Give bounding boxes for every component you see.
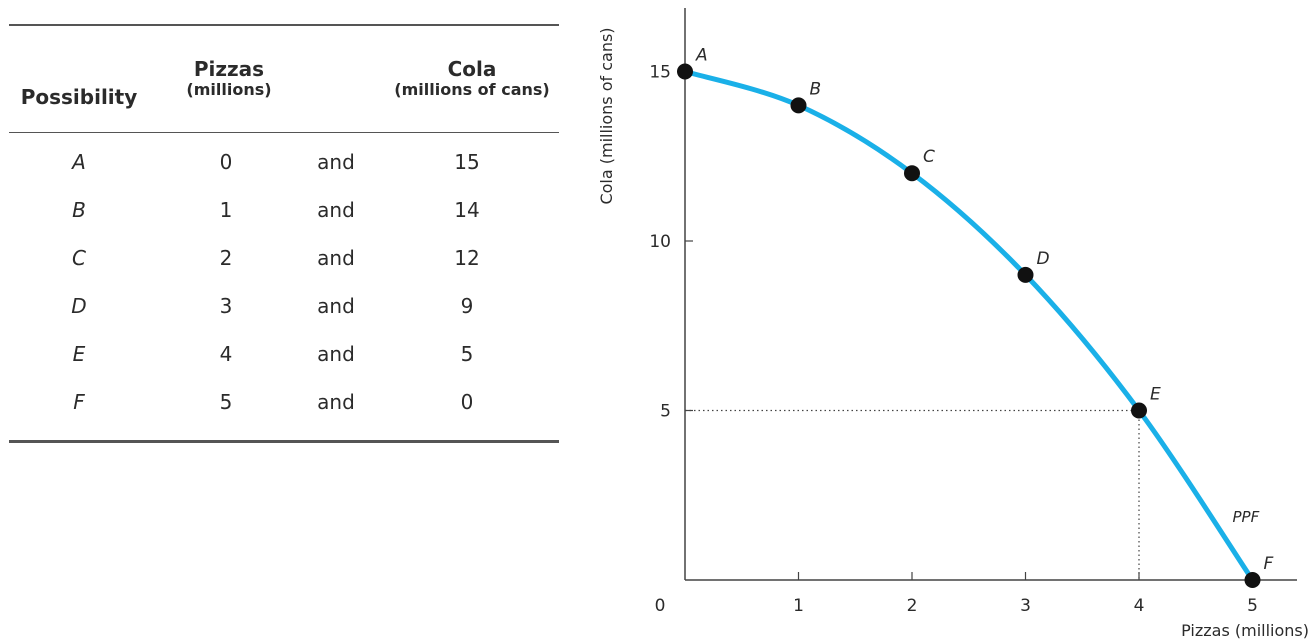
possibilities-table: Possibility Pizzas (millions) Cola (mill…: [9, 0, 559, 460]
row-possibility: F: [73, 390, 85, 414]
row-cola: 5: [460, 342, 474, 366]
ppf-point-a: [677, 63, 693, 80]
ppf-point-e: [1131, 402, 1147, 419]
row-and: and: [317, 342, 355, 366]
ppf-point-b: [790, 97, 807, 114]
ppf-point-label-d: D: [1037, 249, 1050, 269]
header-pizzas-unit: (millions): [186, 80, 272, 99]
table-top-rule: [9, 24, 559, 26]
row-and: and: [317, 294, 355, 318]
y-tick-label: 10: [649, 232, 671, 252]
y-tick-label: 15: [649, 63, 671, 83]
row-possibility: E: [72, 342, 86, 366]
row-and: and: [317, 198, 355, 222]
table-bottom-rule: [9, 440, 559, 443]
row-cola: 12: [454, 246, 480, 270]
ppf-point-label-b: B: [810, 79, 822, 99]
row-pizzas: 4: [219, 342, 233, 366]
row-possibility: D: [71, 294, 87, 318]
row-possibility: A: [72, 150, 86, 174]
x-tick-label: 4: [1134, 596, 1145, 616]
row-cola: 14: [454, 198, 480, 222]
row-cola: 9: [460, 294, 474, 318]
header-possibility: Possibility: [20, 85, 138, 109]
row-pizzas: 1: [219, 198, 233, 222]
ppf-curve: [682, 69, 1255, 583]
row-pizzas: 3: [219, 294, 233, 318]
row-and: and: [317, 150, 355, 174]
ppf-point-label-e: E: [1150, 385, 1161, 405]
ppf-point-label-f: F: [1264, 554, 1274, 574]
row-possibility: B: [72, 198, 86, 222]
header-cola-label: Cola: [447, 57, 497, 81]
ppf-chart: 0 1 2 3 4 5 5 10 15 Pizzas (millions) Cola (millio…: [597, 8, 1309, 640]
ppf-point-label-a: A: [695, 46, 708, 66]
row-pizzas: 2: [219, 246, 233, 270]
row-cola: 15: [454, 150, 480, 174]
x-tick-label: 0: [655, 596, 666, 616]
x-tick-label: 3: [1020, 596, 1031, 616]
row-pizzas: 0: [219, 150, 233, 174]
row-pizzas: 5: [219, 390, 233, 414]
ppf-point-c: [904, 165, 920, 182]
header-pizzas: Pizzas (millions): [159, 58, 299, 99]
x-tick-label: 1: [793, 596, 804, 616]
ppf-point-f: [1244, 572, 1261, 588]
x-axis-title: Pizzas (millions): [1181, 621, 1309, 640]
row-cola: 0: [460, 390, 474, 414]
row-and: and: [317, 246, 355, 270]
x-tick-label: 5: [1247, 596, 1258, 616]
header-cola-unit: (millions of cans): [394, 80, 550, 99]
y-tick-label: 5: [660, 402, 671, 422]
table-header-rule: [9, 132, 559, 133]
header-cola: Cola (millions of cans): [377, 58, 567, 99]
ppf-point-d: [1017, 266, 1034, 283]
x-tick-label: 2: [907, 596, 918, 616]
row-possibility: C: [72, 246, 86, 270]
row-and: and: [317, 390, 355, 414]
ppf-curve-label: PPF: [1233, 508, 1260, 526]
ppf-point-label-c: C: [923, 147, 935, 167]
header-pizzas-label: Pizzas: [193, 57, 265, 81]
y-axis-title: Cola (millions of cans): [597, 27, 616, 204]
